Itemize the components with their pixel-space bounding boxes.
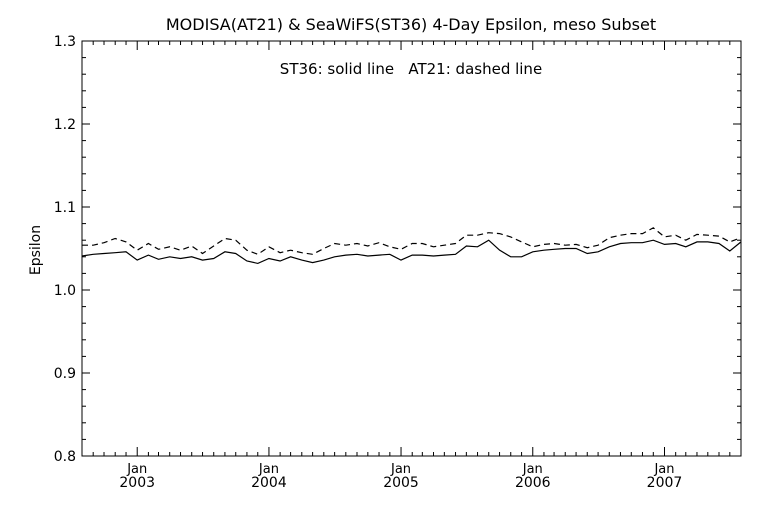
y-tick-label: 1.2 [54,117,76,133]
x-tick-month-label: Jan [258,462,279,477]
y-tick-label: 0.8 [54,449,76,465]
x-tick-month-label: Jan [653,462,674,477]
y-tick-label: 1.1 [54,200,76,216]
y-tick-label: 1.0 [54,283,76,299]
x-tick-month-label: Jan [126,462,147,477]
y-axis-label: Epsilon [28,225,44,275]
y-axis: 0.8 0.9 1.0 1.1 1.2 1.3 [54,34,741,465]
x-tick-year-label: 2005 [383,475,419,491]
x-tick-year-label: 2006 [515,475,551,491]
x-tick-year-label: 2007 [647,475,683,491]
legend-annotation: ST36: solid line AT21: dashed line [280,60,542,78]
series-line-st36 [81,239,742,265]
x-tick-month-label: Jan [522,462,543,477]
series-group [81,227,742,265]
x-tick-year-label: 2003 [119,475,155,491]
x-tick-month-label: Jan [390,462,411,477]
y-tick-label: 0.9 [54,366,76,382]
y-tick-label: 1.3 [54,34,76,50]
plot-frame [81,40,742,457]
chart-title: MODISA(AT21) & SeaWiFS(ST36) 4-Day Epsil… [166,15,656,34]
x-tick-year-label: 2004 [251,475,287,491]
series-line-at21 [82,227,742,255]
